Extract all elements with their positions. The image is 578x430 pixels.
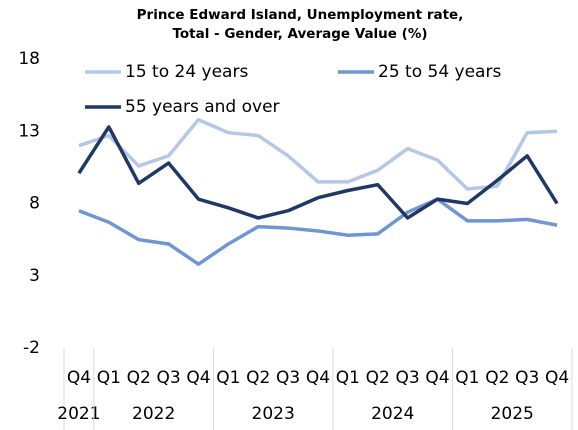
chart-title: Prince Edward Island, Unemployment rate, xyxy=(137,7,464,23)
x-group-label: 2024 xyxy=(371,404,414,424)
x-group-label: 2022 xyxy=(132,404,175,424)
y-tick-label: -2 xyxy=(23,338,40,358)
y-tick-label: 18 xyxy=(18,49,40,69)
x-tick-label: Q4 xyxy=(186,368,210,388)
x-tick-label: Q2 xyxy=(366,368,390,388)
x-tick-label: Q3 xyxy=(396,368,420,388)
x-tick-label: Q1 xyxy=(216,368,240,388)
series-line xyxy=(78,197,558,266)
x-group-label: 2023 xyxy=(252,404,295,424)
x-tick-label: Q3 xyxy=(276,368,300,388)
legend-label: 15 to 24 years xyxy=(125,62,248,82)
y-tick-label: 3 xyxy=(29,266,40,286)
chart-title: Total - Gender, Average Value (%) xyxy=(172,26,427,42)
x-group-label: 2021 xyxy=(57,404,100,424)
x-tick-label: Q4 xyxy=(545,368,569,388)
x-tick-label: Q1 xyxy=(336,368,360,388)
legend-label: 25 to 54 years xyxy=(378,62,501,82)
x-tick-label: Q3 xyxy=(515,368,539,388)
x-group-label: 2025 xyxy=(491,404,534,424)
x-tick-label: Q1 xyxy=(455,368,479,388)
x-tick-label: Q2 xyxy=(485,368,509,388)
x-tick-label: Q4 xyxy=(67,368,91,388)
y-tick-label: 8 xyxy=(29,194,40,214)
y-tick-label: 13 xyxy=(18,121,40,141)
legend-label: 55 years and over xyxy=(125,97,280,117)
x-tick-label: Q3 xyxy=(156,368,180,388)
x-tick-label: Q2 xyxy=(246,368,270,388)
x-tick-label: Q4 xyxy=(425,368,449,388)
x-tick-label: Q2 xyxy=(127,368,151,388)
series-line xyxy=(77,125,559,220)
x-tick-label: Q1 xyxy=(97,368,121,388)
x-tick-label: Q4 xyxy=(306,368,330,388)
series-line xyxy=(78,117,558,191)
